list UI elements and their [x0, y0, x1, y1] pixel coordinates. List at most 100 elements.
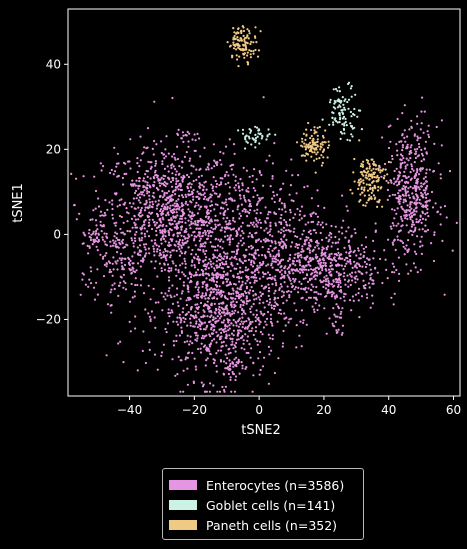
scatter-point: [204, 241, 207, 244]
scatter-point: [363, 286, 366, 290]
scatter-point: [282, 235, 285, 238]
scatter-point: [393, 217, 396, 220]
scatter-point: [209, 310, 212, 313]
scatter-point: [316, 255, 319, 258]
scatter-point: [307, 221, 310, 224]
scatter-point: [238, 45, 241, 48]
scatter-point: [268, 233, 272, 237]
scatter-point: [413, 176, 416, 180]
scatter-point: [258, 373, 261, 376]
scatter-point: [316, 244, 319, 247]
scatter-point: [238, 270, 242, 273]
scatter-point: [143, 246, 146, 249]
scatter-point: [259, 340, 262, 343]
scatter-point: [391, 208, 394, 211]
scatter-point: [141, 191, 144, 194]
scatter-point: [111, 274, 114, 277]
scatter-point: [149, 298, 152, 301]
scatter-point: [368, 263, 371, 266]
scatter-point: [341, 307, 344, 310]
scatter-point: [262, 326, 265, 329]
scatter-point: [342, 275, 345, 278]
scatter-point: [264, 240, 267, 243]
scatter-point: [265, 317, 269, 320]
scatter-point: [174, 189, 177, 192]
scatter-point: [356, 262, 359, 265]
scatter-point: [196, 337, 199, 340]
scatter-point: [172, 233, 175, 236]
scatter-point: [206, 289, 209, 292]
scatter-point: [157, 245, 161, 248]
scatter-point: [387, 238, 390, 241]
scatter-point: [404, 181, 407, 184]
scatter-point: [210, 290, 213, 294]
scatter-point: [427, 215, 430, 218]
scatter-point: [224, 367, 227, 370]
scatter-point: [300, 217, 303, 220]
scatter-point: [198, 137, 201, 140]
scatter-point: [315, 291, 318, 294]
scatter-point: [187, 233, 190, 236]
scatter-point: [147, 207, 150, 210]
scatter-point: [349, 247, 352, 251]
scatter-point: [129, 330, 132, 333]
scatter-point: [298, 260, 301, 263]
scatter-point: [290, 199, 293, 202]
scatter-point: [219, 240, 222, 243]
scatter-point: [207, 232, 210, 235]
scatter-point: [218, 254, 221, 257]
scatter-point: [117, 342, 120, 345]
scatter-point: [263, 356, 266, 359]
scatter-point: [164, 255, 167, 258]
scatter-point: [183, 235, 186, 238]
scatter-point: [204, 258, 207, 262]
scatter-point: [104, 214, 107, 217]
scatter-point: [70, 172, 73, 175]
scatter-point: [406, 143, 409, 146]
scatter-point: [208, 333, 211, 336]
scatter-point: [83, 233, 86, 236]
scatter-point: [393, 209, 396, 212]
scatter-point: [234, 283, 237, 286]
scatter-point: [387, 125, 390, 128]
scatter-point: [255, 41, 258, 44]
scatter-point: [199, 295, 203, 298]
scatter-point: [416, 139, 419, 142]
scatter-point: [406, 190, 409, 193]
scatter-point: [221, 247, 224, 250]
scatter-point: [147, 224, 150, 227]
scatter-point: [231, 372, 235, 375]
scatter-point: [415, 218, 418, 221]
scatter-point: [234, 37, 237, 41]
scatter-point: [235, 294, 238, 298]
scatter-point: [234, 375, 238, 378]
scatter-point: [146, 190, 149, 193]
scatter-point: [401, 219, 404, 222]
scatter-point: [332, 292, 335, 295]
scatter-point: [292, 272, 295, 275]
scatter-point: [106, 208, 109, 211]
scatter-point: [363, 170, 366, 173]
scatter-point: [307, 247, 310, 250]
scatter-point: [367, 170, 370, 173]
scatter-point: [104, 254, 107, 257]
scatter-point: [205, 188, 208, 191]
scatter-point: [190, 214, 193, 218]
scatter-point: [241, 262, 245, 265]
scatter-point: [290, 158, 293, 161]
scatter-point: [408, 196, 411, 199]
scatter-point: [175, 170, 178, 173]
scatter-point: [249, 202, 252, 205]
scatter-point: [395, 268, 398, 272]
scatter-point: [241, 313, 244, 316]
scatter-point: [248, 211, 251, 215]
scatter-point: [413, 210, 416, 213]
scatter-point: [304, 223, 307, 226]
scatter-point: [151, 147, 154, 150]
scatter-point: [392, 243, 395, 246]
scatter-point: [125, 243, 128, 246]
scatter-point: [131, 226, 134, 229]
scatter-point: [293, 302, 296, 305]
scatter-point: [206, 263, 209, 266]
scatter-point: [224, 252, 227, 255]
